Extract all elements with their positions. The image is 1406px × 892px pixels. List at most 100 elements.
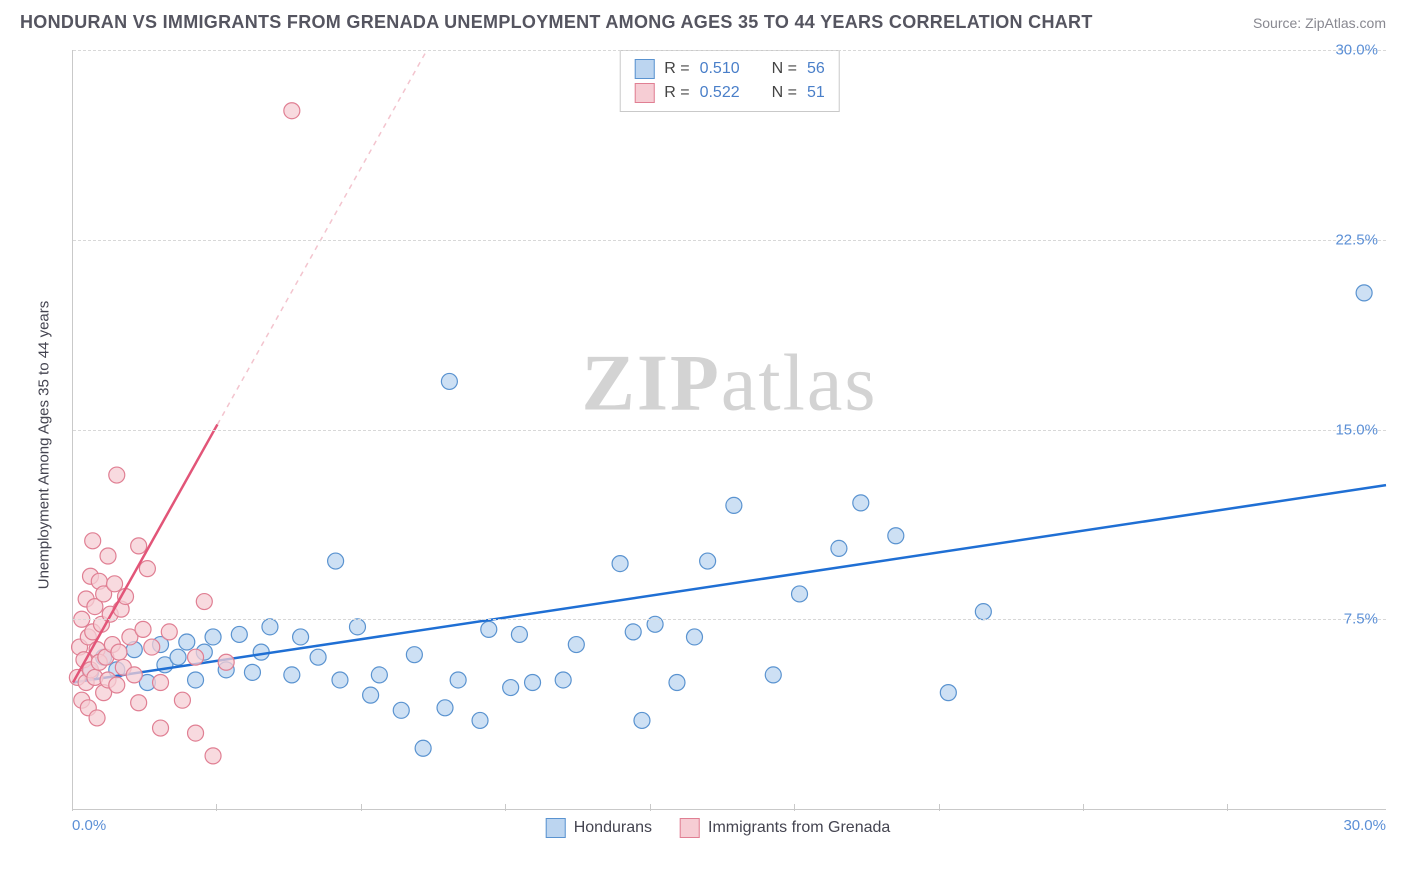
legend: Hondurans Immigrants from Grenada bbox=[546, 818, 891, 838]
n-value-2: 51 bbox=[807, 81, 825, 105]
data-point bbox=[888, 528, 904, 544]
data-point bbox=[196, 594, 212, 610]
data-point bbox=[503, 680, 519, 696]
stats-row-2: R = 0.522 N = 51 bbox=[634, 81, 825, 105]
data-point bbox=[310, 649, 326, 665]
data-point bbox=[135, 621, 151, 637]
plot-area: ZIPatlas R = 0.510 N = 56 R = 0.522 N = … bbox=[72, 50, 1386, 810]
data-point bbox=[174, 692, 190, 708]
data-point bbox=[328, 553, 344, 569]
r-label-2: R = bbox=[664, 81, 689, 105]
x-tick bbox=[361, 804, 362, 811]
data-point bbox=[109, 677, 125, 693]
legend-item-1: Hondurans bbox=[546, 818, 652, 838]
n-value-1: 56 bbox=[807, 57, 825, 81]
data-point bbox=[100, 548, 116, 564]
data-point bbox=[975, 604, 991, 620]
data-point bbox=[218, 654, 234, 670]
y-tick-label: 30.0% bbox=[1335, 42, 1378, 59]
data-point bbox=[415, 740, 431, 756]
legend-swatch-2 bbox=[680, 818, 700, 838]
legend-label-2: Immigrants from Grenada bbox=[708, 819, 890, 837]
data-point bbox=[89, 710, 105, 726]
data-point bbox=[555, 672, 571, 688]
gridline bbox=[73, 619, 1386, 620]
legend-label-1: Hondurans bbox=[574, 819, 652, 837]
data-point bbox=[179, 634, 195, 650]
trend-line-dashed bbox=[217, 50, 427, 424]
data-point bbox=[109, 467, 125, 483]
data-point bbox=[332, 672, 348, 688]
data-point bbox=[131, 695, 147, 711]
x-tick bbox=[1227, 804, 1228, 811]
x-min-label: 0.0% bbox=[72, 817, 106, 834]
x-tick bbox=[650, 804, 651, 811]
x-tick bbox=[505, 804, 506, 811]
stats-swatch-2 bbox=[634, 83, 654, 103]
data-point bbox=[831, 540, 847, 556]
data-point bbox=[161, 624, 177, 640]
x-tick bbox=[939, 804, 940, 811]
x-tick bbox=[216, 804, 217, 811]
stats-row-1: R = 0.510 N = 56 bbox=[634, 57, 825, 81]
data-point bbox=[205, 629, 221, 645]
data-point bbox=[153, 720, 169, 736]
data-point bbox=[393, 702, 409, 718]
r-value-2: 0.522 bbox=[700, 81, 740, 105]
data-point bbox=[126, 667, 142, 683]
data-point bbox=[406, 647, 422, 663]
data-point bbox=[441, 373, 457, 389]
data-point bbox=[188, 649, 204, 665]
data-point bbox=[262, 619, 278, 635]
data-point bbox=[363, 687, 379, 703]
data-point bbox=[153, 675, 169, 691]
data-point bbox=[700, 553, 716, 569]
data-point bbox=[686, 629, 702, 645]
n-label-2: N = bbox=[772, 81, 797, 105]
gridline bbox=[73, 50, 1386, 51]
chart-title: HONDURAN VS IMMIGRANTS FROM GRENADA UNEM… bbox=[20, 12, 1093, 33]
data-point bbox=[293, 629, 309, 645]
y-tick-label: 22.5% bbox=[1335, 231, 1378, 248]
data-point bbox=[131, 538, 147, 554]
data-point bbox=[853, 495, 869, 511]
legend-item-2: Immigrants from Grenada bbox=[680, 818, 890, 838]
data-point bbox=[111, 644, 127, 660]
data-point bbox=[437, 700, 453, 716]
data-point bbox=[371, 667, 387, 683]
data-point bbox=[170, 649, 186, 665]
data-point bbox=[940, 685, 956, 701]
stats-swatch-1 bbox=[634, 59, 654, 79]
x-tick bbox=[1083, 804, 1084, 811]
data-point bbox=[139, 561, 155, 577]
y-axis-label: Unemployment Among Ages 35 to 44 years bbox=[36, 301, 53, 590]
y-tick-label: 7.5% bbox=[1344, 611, 1378, 628]
data-point bbox=[349, 619, 365, 635]
data-point bbox=[634, 712, 650, 728]
data-point bbox=[244, 664, 260, 680]
trend-line bbox=[73, 485, 1386, 682]
data-point bbox=[284, 667, 300, 683]
data-point bbox=[726, 497, 742, 513]
data-point bbox=[144, 639, 160, 655]
x-max-label: 30.0% bbox=[1343, 817, 1386, 834]
data-point bbox=[568, 637, 584, 653]
data-point bbox=[472, 712, 488, 728]
data-point bbox=[1356, 285, 1372, 301]
data-point bbox=[231, 626, 247, 642]
data-point bbox=[625, 624, 641, 640]
r-label-1: R = bbox=[664, 57, 689, 81]
x-tick bbox=[72, 804, 73, 811]
n-label-1: N = bbox=[772, 57, 797, 81]
data-point bbox=[481, 621, 497, 637]
data-point bbox=[525, 675, 541, 691]
data-point bbox=[205, 748, 221, 764]
data-point bbox=[188, 672, 204, 688]
data-point bbox=[511, 626, 527, 642]
r-value-1: 0.510 bbox=[700, 57, 740, 81]
stats-box: R = 0.510 N = 56 R = 0.522 N = 51 bbox=[619, 50, 840, 112]
data-point bbox=[450, 672, 466, 688]
gridline bbox=[73, 430, 1386, 431]
y-tick-label: 15.0% bbox=[1335, 421, 1378, 438]
data-point bbox=[765, 667, 781, 683]
